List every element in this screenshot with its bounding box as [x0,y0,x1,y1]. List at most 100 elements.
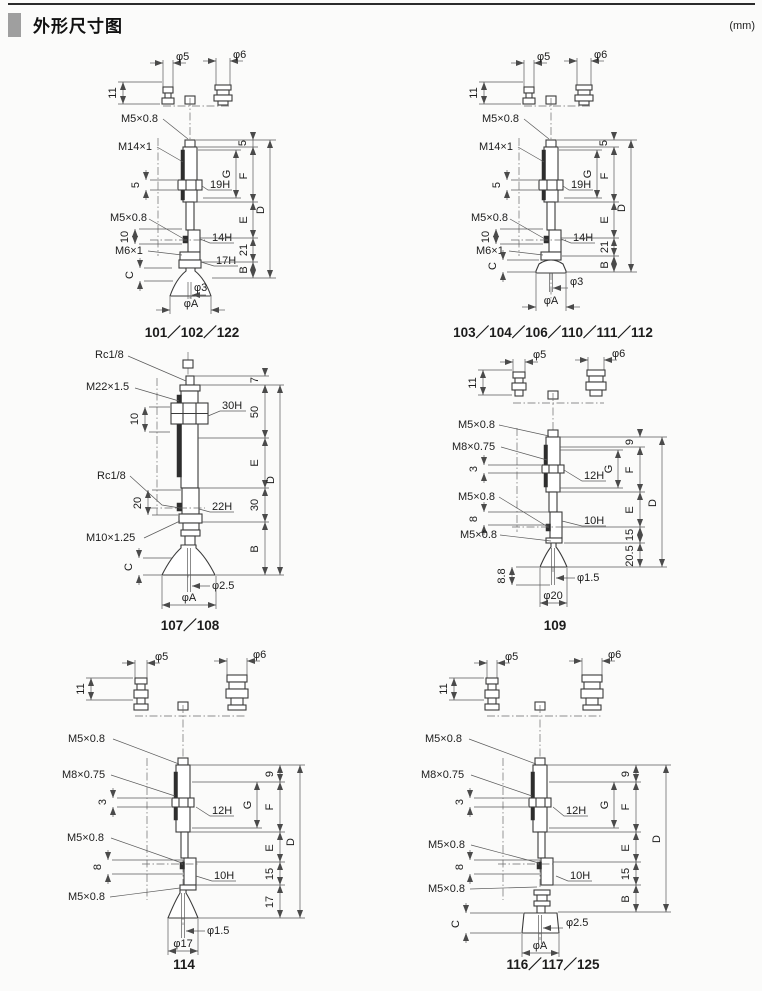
diagram-103-104-106-110-111-112: φ5 φ6 11 M5×0.8 M14×1 5 M5×0.8 10 M6×1 C… [453,49,653,340]
m6-label: M6×1 [115,245,143,257]
phiA-label: φA [544,295,559,307]
m14-label: M14×1 [479,141,513,153]
m5-bot-label: M5×0.8 [460,529,497,541]
dim-G: G [242,801,254,810]
rc-bot-label: Rc1/8 [97,470,126,482]
dim-10: 10 [480,231,492,243]
dim-E: E [624,506,636,513]
h12-label: 12H [584,470,604,482]
dim-G: G [582,170,594,179]
phi15-label: φ1.5 [207,925,229,937]
m5-mid-label: M5×0.8 [428,839,465,851]
h10-label: 10H [570,870,590,882]
dim-11: 11 [468,87,480,98]
dim-G: G [221,170,233,179]
m8-label: M8×0.75 [421,769,464,781]
dim-15: 15 [264,868,276,880]
dim-D: D [265,476,277,484]
m14-label: M14×1 [118,141,152,153]
dim-10: 10 [119,231,131,243]
phi3-label: φ3 [194,282,207,294]
dim-D: D [255,206,267,214]
dim-11: 11 [467,377,479,388]
h30-label: 30H [222,400,242,412]
m10-label: M10×1.25 [86,532,135,544]
caption: 109 [544,618,567,633]
dim-G: G [603,465,615,474]
diagram-109: φ5 φ6 11 M5×0.8 M8×0.75 3 M5×0.8 8 M5×0.… [452,348,667,633]
dim-5-right: 5 [237,140,249,146]
dim-C: C [487,262,499,270]
caption: 114 [173,957,195,972]
dim-21: 21 [238,244,250,256]
m8-label: M8×0.75 [62,769,105,781]
phiA-label: φA [182,592,197,604]
dim-C: C [124,271,136,279]
m8-label: M8×0.75 [452,441,495,453]
dim-88: 8.8 [496,568,508,583]
dim-D: D [651,835,663,843]
phi5-label: φ5 [537,51,550,63]
dim-E: E [238,216,250,223]
m22-label: M22×1.5 [86,381,129,393]
dim-E: E [620,844,632,851]
page-header: 外形尺寸图 (mm) [8,3,755,37]
dim-E: E [264,844,276,851]
m5-top-label: M5×0.8 [425,733,462,745]
phi6-label: φ6 [608,649,621,661]
m5-bot-label: M5×0.8 [428,883,465,895]
dim-3: 3 [454,799,466,805]
dim-9: 9 [624,439,636,445]
phi6-label: φ6 [594,49,607,61]
h10-label: 10H [584,515,604,527]
dim-11: 11 [75,683,87,694]
dim-15: 15 [624,529,636,541]
caption: 116／117／125 [506,957,600,972]
dim-10: 10 [129,413,141,425]
m5-top-label: M5×0.8 [121,113,158,125]
dim-5-left: 5 [491,182,503,188]
rc-top-label: Rc1/8 [95,349,124,361]
dim-C: C [123,563,135,571]
m6-label: M6×1 [476,245,504,257]
dim-9: 9 [264,771,276,777]
dim-D: D [616,204,628,212]
m5-top-label: M5×0.8 [482,113,519,125]
h10-label: 10H [214,870,234,882]
phi6-label: φ6 [253,649,266,661]
caption: 103／104／106／110／111／112 [453,325,653,340]
dim-F: F [264,803,276,810]
dim-9: 9 [620,771,632,777]
dim-5-right: 5 [598,140,610,146]
dim-7: 7 [249,377,261,383]
dim-E: E [599,216,611,223]
phiA-label: φA [533,940,548,952]
phiA-label: φA [184,298,199,310]
dim-50: 50 [249,406,261,418]
h19-label: 19H [210,179,230,191]
dim-3: 3 [468,466,480,472]
dim-11: 11 [438,683,450,694]
diagram-116-117-125: φ5 φ6 11 M5×0.8 M8×0.75 3 M5×0.8 8 M5×0.… [421,649,671,972]
page-title: 外形尺寸图 [33,17,123,36]
phi25-label: φ2.5 [566,917,588,929]
phi17-label: φ17 [173,938,192,950]
dim-G: G [599,801,611,810]
dim-B: B [620,895,632,902]
dim-17: 17 [264,896,276,908]
m5-top-label: M5×0.8 [68,733,105,745]
dim-B: B [238,266,250,273]
dim-F: F [238,172,250,179]
h22-label: 22H [212,501,232,513]
h12-label: 12H [566,805,586,817]
phi6-label: φ6 [612,348,625,360]
dim-F: F [620,803,632,810]
dim-8: 8 [468,516,480,522]
dim-15: 15 [620,868,632,880]
diagram-107-108: Rc1/8 M22×1.5 10 Rc1/8 20 M10×1.25 C 30H… [86,349,284,633]
dim-C: C [450,920,462,928]
h17-label: 17H [216,255,236,267]
dim-8: 8 [454,864,466,870]
phi3-label: φ3 [570,276,583,288]
